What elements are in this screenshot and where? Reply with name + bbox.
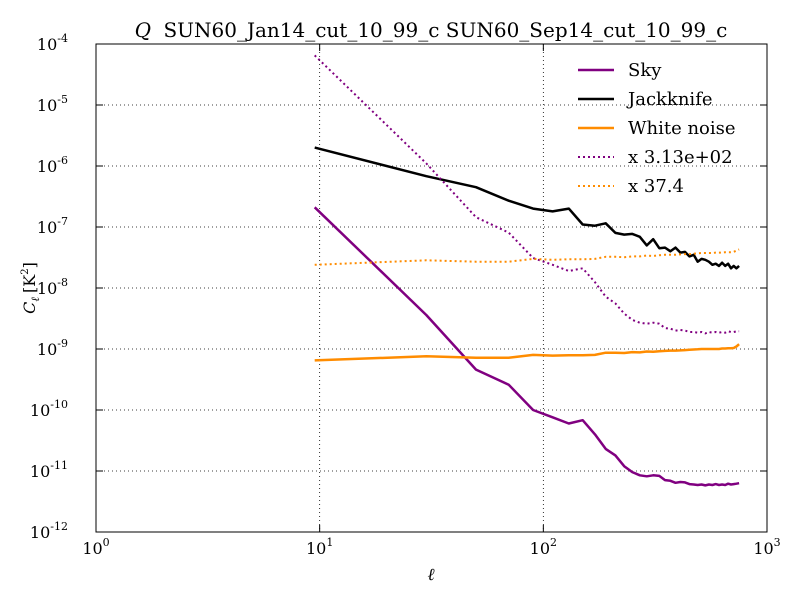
series-line-x-37-4 bbox=[314, 248, 740, 266]
y-tick-label: 10-7 bbox=[37, 215, 68, 237]
y-label-unit-open: [K bbox=[20, 274, 39, 293]
y-label-unit-sup: 2 bbox=[20, 268, 31, 274]
x-tick-label: 100 bbox=[82, 536, 109, 558]
x-tick-label: 103 bbox=[753, 536, 780, 558]
series-line-x-3-13e-02 bbox=[314, 54, 740, 335]
grid bbox=[96, 44, 767, 532]
title-text: SUN60_Jan14_cut_10_99_c SUN60_Sep14_cut_… bbox=[163, 18, 727, 42]
y-tick-label: 10-12 bbox=[30, 520, 68, 542]
y-tick-label: 10-6 bbox=[37, 154, 68, 176]
y-tick-label: 10-8 bbox=[37, 276, 68, 298]
legend: Sky Jackknife White noise x 3.13e+02 x 37.4 bbox=[578, 60, 736, 197]
y-label-unit-close: ] bbox=[20, 262, 39, 268]
y-tick-label: 10-4 bbox=[37, 32, 68, 54]
y-tick-label: 10-11 bbox=[30, 459, 68, 481]
legend-label: White noise bbox=[628, 118, 736, 139]
legend-label: Jackknife bbox=[626, 89, 713, 110]
series-line-white-noise bbox=[314, 343, 740, 362]
series-line-jackknife bbox=[314, 146, 740, 270]
y-label-main: C bbox=[20, 302, 39, 314]
ticks: 100 101 102 103 10-12 10-11 10-10 10-9 10-8 10-7 1… bbox=[30, 32, 781, 558]
legend-label: x 37.4 bbox=[628, 176, 684, 197]
y-tick-label: 10-9 bbox=[37, 337, 68, 359]
y-tick-label: 10-10 bbox=[30, 398, 68, 420]
y-axis-label: Cℓ [K2] bbox=[20, 262, 42, 314]
series-line-sky bbox=[313, 206, 740, 487]
x-tick-label: 102 bbox=[530, 536, 557, 558]
x-tick-label: 101 bbox=[306, 536, 333, 558]
title-symbol: Q bbox=[135, 18, 151, 42]
x-axis-label: ℓ bbox=[427, 565, 434, 585]
legend-label: Sky bbox=[628, 60, 662, 81]
series-layer bbox=[313, 54, 740, 487]
chart-title: Q SUN60_Jan14_cut_10_99_c SUN60_Sep14_cu… bbox=[135, 18, 728, 42]
y-label-sub: ℓ bbox=[29, 297, 42, 302]
legend-label: x 3.13e+02 bbox=[628, 147, 733, 168]
y-tick-label: 10-5 bbox=[37, 93, 68, 115]
